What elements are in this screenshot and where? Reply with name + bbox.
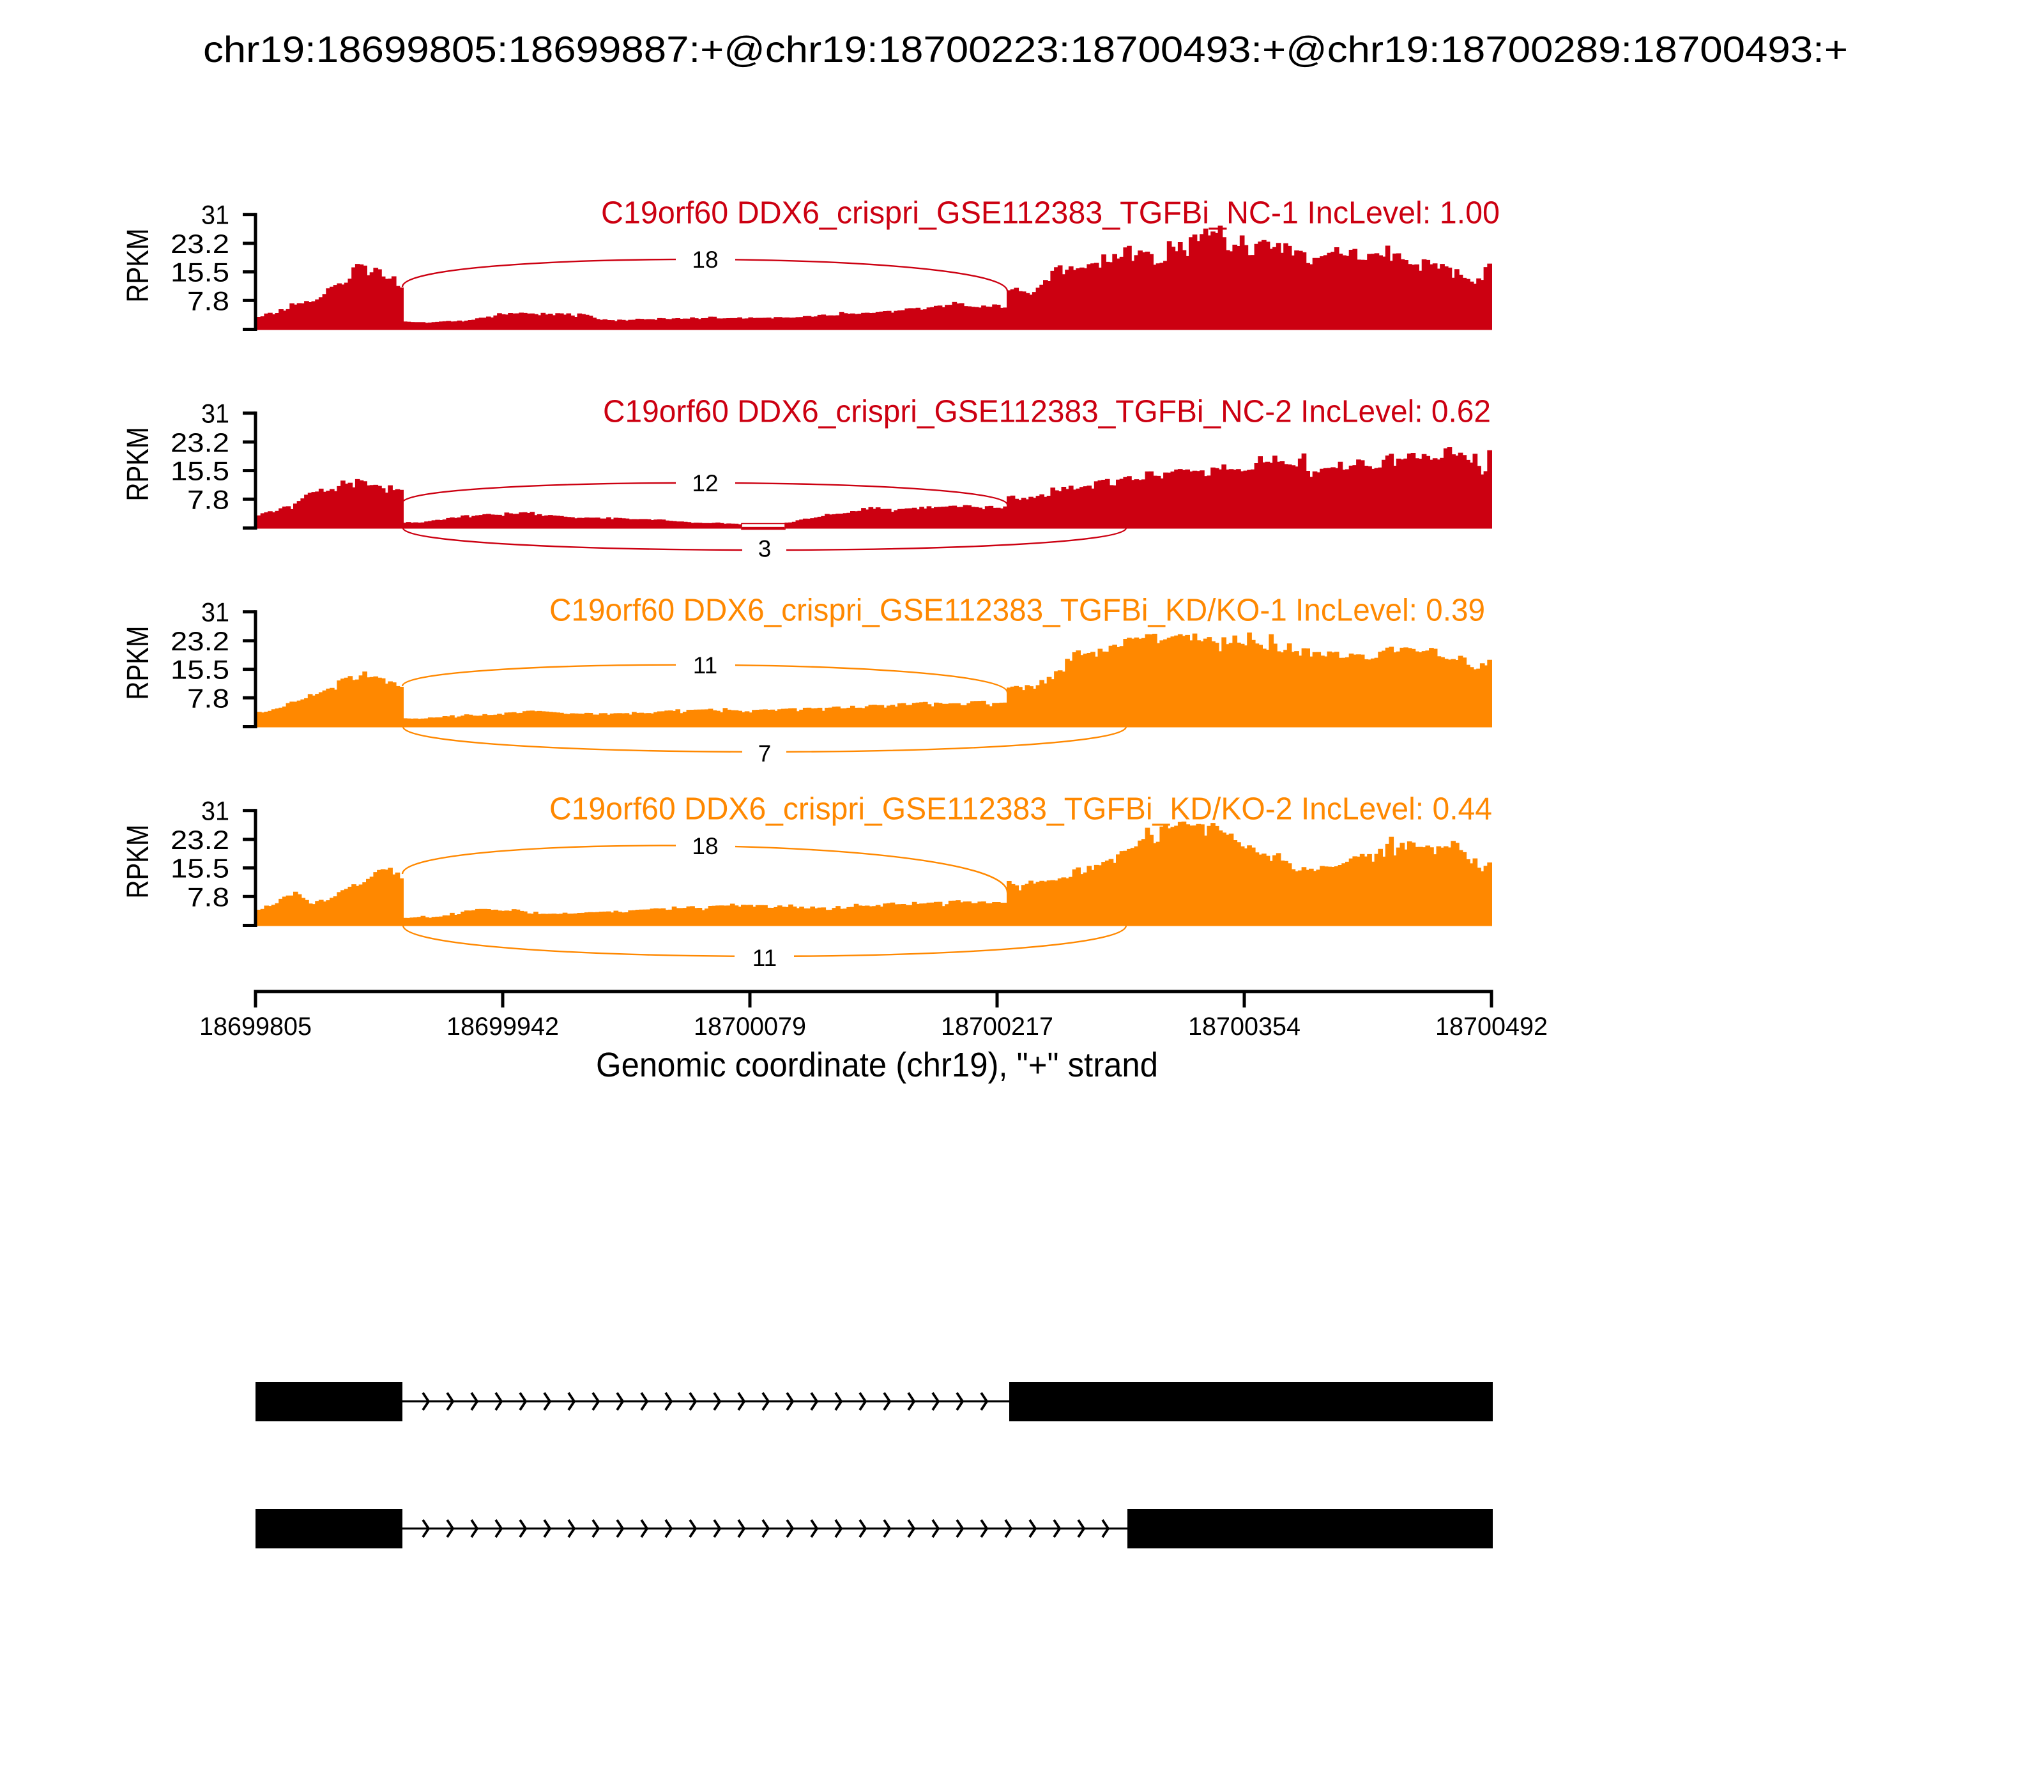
svg-text:C19orf60 DDX6_crispri_GSE11238: C19orf60 DDX6_crispri_GSE112383_TGFBi_KD… (549, 593, 1485, 628)
svg-text:31: 31 (201, 597, 229, 627)
svg-text:RPKM: RPKM (121, 626, 155, 700)
svg-text:C19orf60 DDX6_crispri_GSE11238: C19orf60 DDX6_crispri_GSE112383_TGFBi_NC… (603, 394, 1491, 429)
svg-text:7.8: 7.8 (187, 882, 229, 912)
svg-text:18700079: 18700079 (694, 1013, 806, 1041)
svg-text:RPKM: RPKM (121, 825, 155, 899)
svg-text:31: 31 (201, 200, 229, 230)
svg-text:18699942: 18699942 (446, 1013, 559, 1041)
svg-text:7: 7 (758, 740, 772, 767)
svg-text:18699805: 18699805 (199, 1013, 312, 1041)
svg-text:18700354: 18700354 (1188, 1013, 1300, 1041)
svg-text:chr19:18699805:18699887:+@chr1: chr19:18699805:18699887:+@chr19:18700223… (203, 29, 1848, 70)
svg-text:18700217: 18700217 (941, 1013, 1053, 1041)
svg-text:11: 11 (752, 945, 777, 971)
svg-text:7.8: 7.8 (187, 286, 229, 316)
svg-text:15.5: 15.5 (171, 257, 229, 287)
svg-text:23.2: 23.2 (171, 626, 229, 656)
svg-text:23.2: 23.2 (171, 427, 229, 457)
svg-text:31: 31 (201, 796, 229, 826)
svg-text:C19orf60 DDX6_crispri_GSE11238: C19orf60 DDX6_crispri_GSE112383_TGFBi_KD… (549, 792, 1492, 827)
svg-text:18: 18 (692, 833, 718, 859)
svg-text:18700492: 18700492 (1435, 1013, 1548, 1041)
svg-text:31: 31 (201, 399, 229, 429)
svg-text:C19orf60 DDX6_crispri_GSE11238: C19orf60 DDX6_crispri_GSE112383_TGFBi_NC… (601, 195, 1500, 231)
svg-text:Genomic coordinate (chr19), "+: Genomic coordinate (chr19), "+" strand (596, 1046, 1158, 1084)
svg-text:RPKM: RPKM (121, 427, 155, 502)
svg-text:RPKM: RPKM (121, 229, 155, 303)
svg-text:7.8: 7.8 (187, 683, 229, 713)
svg-text:23.2: 23.2 (171, 825, 229, 855)
svg-text:7.8: 7.8 (187, 484, 229, 514)
svg-text:23.2: 23.2 (171, 229, 229, 259)
svg-text:11: 11 (693, 652, 717, 678)
svg-text:12: 12 (692, 470, 718, 496)
svg-text:3: 3 (758, 536, 772, 562)
svg-text:15.5: 15.5 (171, 854, 229, 884)
svg-text:15.5: 15.5 (171, 655, 229, 685)
svg-text:18: 18 (692, 247, 718, 273)
svg-text:15.5: 15.5 (171, 456, 229, 486)
